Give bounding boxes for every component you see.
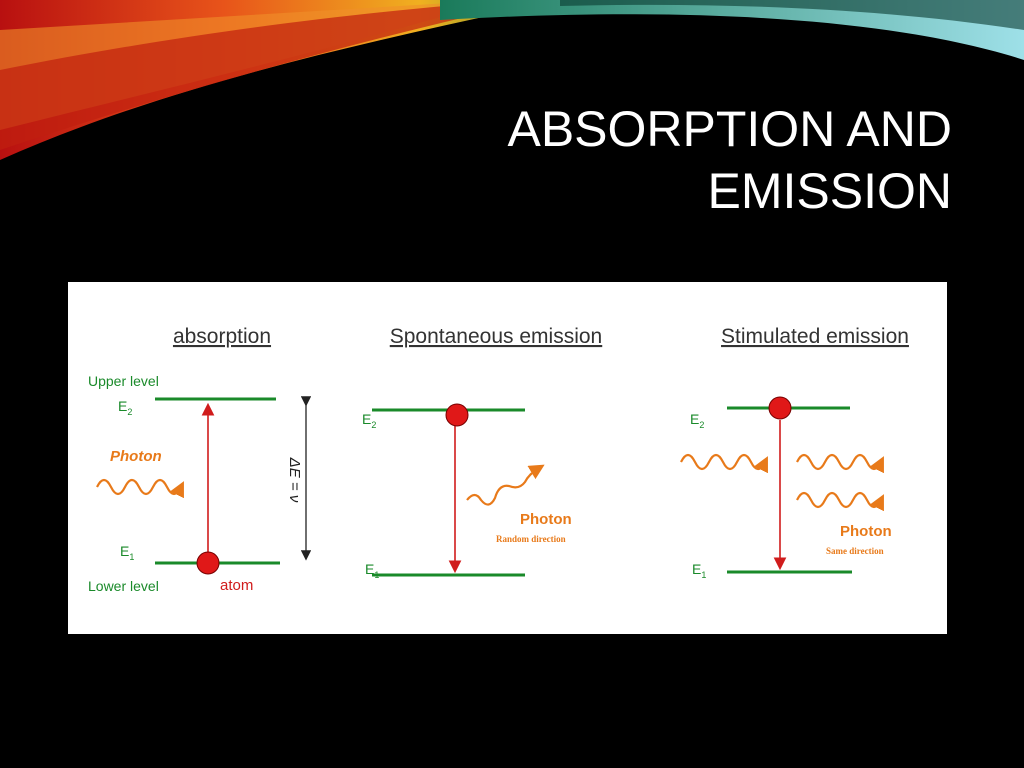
level-label: Upper level [88, 373, 159, 389]
level-symbol: E [690, 411, 699, 427]
level-symbol: E [362, 411, 371, 427]
level-label: Lower level [88, 578, 159, 594]
level-name: E2 [362, 411, 376, 430]
photon-label: Photon [840, 523, 892, 540]
atom [445, 403, 469, 427]
photon-wave [796, 491, 884, 512]
level-subscript: 2 [127, 407, 132, 417]
direction-label: Random direction [496, 534, 566, 544]
atom [768, 396, 792, 420]
level-symbol: E [118, 398, 127, 414]
level-name: E1 [692, 561, 706, 580]
level-name: E2 [118, 398, 132, 417]
decoration [0, 0, 1024, 160]
level-name: E2 [690, 411, 704, 430]
photon-wave [796, 453, 884, 474]
photon-wave [680, 453, 768, 474]
level-name: E1 [365, 561, 379, 580]
level-symbol: E [365, 561, 374, 577]
photon-label: Photon [110, 448, 162, 465]
photon-label: Photon [520, 511, 572, 528]
title-line: EMISSION [708, 163, 952, 219]
stimulated-panel: Stimulated emission E2 Photon Same direc… [680, 325, 909, 580]
level-subscript: 2 [371, 420, 376, 430]
atom-label: atom [220, 577, 253, 594]
level-subscript: 1 [129, 552, 134, 562]
panel-title: Spontaneous emission [390, 325, 602, 348]
energy-gap-label: ΔE = ν [286, 457, 303, 503]
level-subscript: 1 [701, 570, 706, 580]
photon-wave [466, 464, 545, 506]
level-subscript: 2 [699, 420, 704, 430]
atom [196, 551, 220, 575]
photon-wave [96, 478, 184, 499]
panel-title: Stimulated emission [721, 325, 909, 348]
spontaneous-panel: Spontaneous emission E2 Photon Random di… [362, 325, 602, 580]
level-name: E1 [120, 543, 134, 562]
panel-title: absorption [173, 325, 271, 348]
level-subscript: 1 [374, 570, 379, 580]
title-line: ABSORPTION AND [507, 101, 952, 157]
direction-label: Same direction [826, 546, 884, 556]
absorption-panel: absorption Upper level E2 Photon E1 Lowe… [88, 325, 312, 594]
level-symbol: E [120, 543, 129, 559]
level-symbol: E [692, 561, 701, 577]
